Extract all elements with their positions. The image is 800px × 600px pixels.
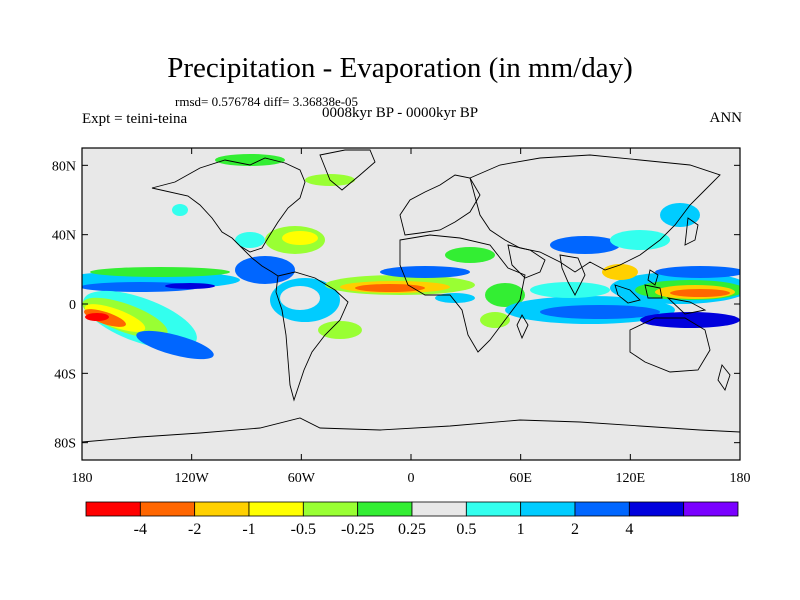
stats-text: rmsd= 0.576784 diff= 3.36838e-05 (175, 94, 359, 109)
lat-tick-label: 40S (54, 367, 76, 382)
coastline (666, 297, 707, 315)
coastline (507, 244, 546, 279)
colorbar-label: 0.5 (456, 521, 476, 538)
season-label: ANN (709, 110, 743, 126)
field-blob (355, 284, 425, 292)
field-blob (172, 204, 188, 216)
coastline (399, 234, 526, 353)
lat-tick-label: 80S (54, 437, 76, 452)
field-blob (280, 286, 320, 310)
colorbar-label: -0.5 (291, 521, 316, 538)
colorbar-label: 0.25 (398, 521, 426, 538)
coastline (275, 271, 349, 402)
lon-tick-label: 60W (288, 471, 316, 486)
colorbar-swatch (683, 501, 739, 517)
field-blob (235, 256, 295, 284)
coastline (717, 364, 731, 391)
field-blob (530, 282, 610, 298)
colorbar-label: -2 (188, 521, 201, 538)
lon-tick-label: 120W (175, 471, 210, 486)
colorbar-label: -1 (242, 521, 255, 538)
pe-field-contours (82, 154, 740, 360)
coastline (469, 154, 721, 273)
field-blob (235, 232, 265, 248)
field-blob (380, 266, 470, 278)
colorbar-swatch (574, 501, 630, 517)
coastline (647, 269, 659, 286)
coastline (516, 314, 529, 340)
field-blob (282, 231, 318, 245)
colorbar-swatch (465, 501, 522, 517)
coastline (684, 217, 699, 246)
lon-tick-label: 60E (509, 471, 532, 486)
field-blob (85, 313, 109, 321)
coastline (614, 284, 641, 304)
field-blob (550, 236, 620, 254)
colorbar: -4 -2 -1 -0.5 -0.25 0.25 0.5 1 2 4 (85, 501, 739, 538)
field-blob (640, 312, 740, 328)
lon-tick-label: 120E (616, 471, 646, 486)
colorbar-label: -4 (134, 521, 147, 538)
colorbar-label: 1 (517, 521, 525, 538)
lon-tick-label: 0 (408, 471, 415, 486)
colorbar-swatch (248, 501, 304, 517)
field-blob (136, 330, 214, 360)
field-blob (318, 321, 362, 339)
lat-tick-label: 0 (69, 298, 76, 313)
field-blob (610, 230, 670, 250)
colorbar-swatch (302, 501, 359, 517)
coastlines (82, 149, 740, 443)
colorbar-label: 2 (571, 521, 579, 538)
longitude-axis: 180 120W 60W 0 60E 120E 180 (72, 148, 751, 486)
field-blob (655, 266, 740, 278)
coastline (559, 254, 586, 296)
colorbar-swatch (194, 501, 250, 517)
lon-tick-label: 180 (730, 471, 751, 486)
field-blob (540, 305, 660, 319)
coastline (644, 284, 663, 299)
coastline (82, 417, 740, 443)
field-blob (215, 154, 285, 166)
field-blob (485, 283, 525, 307)
coastline (151, 157, 306, 253)
field-blob (670, 289, 730, 297)
colorbar-label: 4 (625, 521, 633, 538)
field-blob (435, 293, 475, 303)
latitude-axis: 80N 40N 0 40S 80S (52, 159, 740, 452)
colorbar-swatch (520, 501, 576, 517)
colorbar-swatch (628, 501, 685, 517)
lat-tick-label: 80N (52, 159, 76, 174)
period-subtitle: 0008kyr BP - 0000kyr BP (322, 105, 479, 121)
colorbar-swatch (411, 501, 467, 517)
field-blob (602, 264, 638, 280)
field-blob (165, 283, 215, 289)
field-blob (445, 247, 495, 263)
colorbar-label: -0.25 (341, 521, 374, 538)
colorbar-swatch (139, 501, 196, 517)
field-blob (90, 267, 230, 277)
lon-tick-label: 180 (72, 471, 93, 486)
lat-tick-label: 40N (52, 229, 76, 244)
coastline (239, 245, 279, 277)
coastline (319, 149, 376, 191)
experiment-label: Expt = teini-teina (82, 111, 188, 127)
figure-title: Precipitation - Evaporation (in mm/day) (167, 52, 633, 84)
coastline (629, 317, 711, 373)
field-blob (660, 203, 700, 227)
colorbar-swatch (357, 501, 413, 517)
colorbar-swatch (85, 501, 141, 517)
